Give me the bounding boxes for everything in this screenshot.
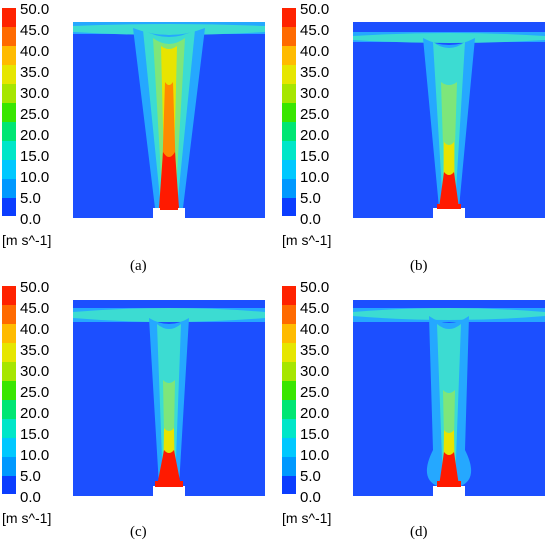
legend-tick: 50.0 bbox=[20, 1, 50, 18]
legend-tick: 45.0 bbox=[20, 300, 50, 317]
legend-tick: 5.0 bbox=[300, 190, 321, 207]
legend-tick: 10.0 bbox=[20, 169, 50, 186]
legend-tick: 0.0 bbox=[300, 489, 321, 506]
panel-b: 50.0 45.0 40.0 35.0 30.0 25.0 20.0 15.0 … bbox=[280, 0, 545, 274]
legend-color-bar bbox=[2, 286, 16, 494]
legend-tick: 25.0 bbox=[20, 106, 50, 123]
panel-caption: (a) bbox=[130, 258, 147, 274]
legend-tick: 0.0 bbox=[300, 211, 321, 228]
legend-tick: 25.0 bbox=[20, 384, 50, 401]
legend-tick: 20.0 bbox=[300, 405, 330, 422]
legend-tick: 50.0 bbox=[20, 279, 50, 296]
legend-tick: 30.0 bbox=[20, 363, 50, 380]
legend-tick: 40.0 bbox=[300, 321, 330, 338]
legend-tick: 15.0 bbox=[300, 426, 330, 443]
legend-tick: 10.0 bbox=[20, 447, 50, 464]
legend-tick: 15.0 bbox=[20, 148, 50, 165]
legend-tick: 5.0 bbox=[20, 190, 41, 207]
legend-color-bar bbox=[282, 286, 296, 494]
legend-tick: 0.0 bbox=[20, 211, 41, 228]
panel-caption: (b) bbox=[410, 258, 428, 274]
legend-unit: [m s^-1] bbox=[282, 510, 332, 526]
legend-unit: [m s^-1] bbox=[282, 232, 332, 248]
velocity-contour-plot bbox=[353, 22, 545, 218]
panel-d: 50.0 45.0 40.0 35.0 30.0 25.0 20.0 15.0 … bbox=[280, 278, 545, 540]
legend-tick: 20.0 bbox=[20, 405, 50, 422]
velocity-contour-plot bbox=[353, 300, 545, 496]
legend-tick: 5.0 bbox=[20, 468, 41, 485]
velocity-contour-plot bbox=[73, 22, 265, 218]
legend-tick: 45.0 bbox=[300, 22, 330, 39]
legend-color-bar bbox=[2, 8, 16, 216]
legend-tick: 0.0 bbox=[20, 489, 41, 506]
legend-tick: 30.0 bbox=[300, 363, 330, 380]
legend-tick: 45.0 bbox=[300, 300, 330, 317]
legend-tick: 50.0 bbox=[300, 1, 330, 18]
legend-tick: 20.0 bbox=[20, 127, 50, 144]
legend-tick: 15.0 bbox=[300, 148, 330, 165]
legend-tick: 5.0 bbox=[300, 468, 321, 485]
panel-a: 50.0 45.0 40.0 35.0 30.0 25.0 20.0 15.0 … bbox=[0, 0, 265, 274]
legend-tick: 40.0 bbox=[20, 321, 50, 338]
legend-tick: 45.0 bbox=[20, 22, 50, 39]
panel-caption: (d) bbox=[410, 524, 428, 540]
legend-tick: 35.0 bbox=[300, 64, 330, 81]
legend-tick: 25.0 bbox=[300, 106, 330, 123]
legend-tick: 30.0 bbox=[300, 85, 330, 102]
velocity-contour-plot bbox=[73, 300, 265, 496]
legend-tick: 35.0 bbox=[300, 342, 330, 359]
legend-tick: 20.0 bbox=[300, 127, 330, 144]
legend-tick: 30.0 bbox=[20, 85, 50, 102]
legend-tick: 15.0 bbox=[20, 426, 50, 443]
legend-unit: [m s^-1] bbox=[2, 510, 52, 526]
legend-color-bar bbox=[282, 8, 296, 216]
legend-tick: 25.0 bbox=[300, 384, 330, 401]
legend-tick: 50.0 bbox=[300, 279, 330, 296]
panel-caption: (c) bbox=[130, 524, 147, 540]
legend-tick: 40.0 bbox=[20, 43, 50, 60]
legend-unit: [m s^-1] bbox=[2, 232, 52, 248]
legend-tick: 35.0 bbox=[20, 342, 50, 359]
legend-tick: 35.0 bbox=[20, 64, 50, 81]
legend-tick: 10.0 bbox=[300, 447, 330, 464]
legend-tick: 40.0 bbox=[300, 43, 330, 60]
legend-tick: 10.0 bbox=[300, 169, 330, 186]
panel-c: 50.0 45.0 40.0 35.0 30.0 25.0 20.0 15.0 … bbox=[0, 278, 265, 540]
